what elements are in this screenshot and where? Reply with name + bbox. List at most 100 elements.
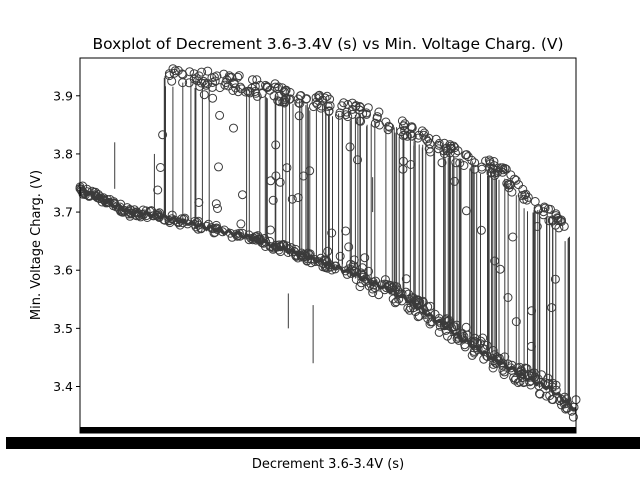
outlier-point [414, 130, 424, 140]
outlier-point [271, 242, 281, 252]
outlier-point [126, 205, 136, 215]
outlier-point [343, 112, 353, 122]
outlier-point [324, 106, 334, 116]
outlier-point [462, 150, 472, 160]
outlier-point [508, 232, 518, 242]
outlier-point [519, 377, 529, 387]
outlier-point [265, 236, 275, 246]
outlier-point [498, 163, 508, 173]
outlier-point [237, 228, 247, 238]
outlier-point [499, 370, 509, 380]
outlier-point [164, 216, 174, 226]
y-tick-label: 3.7 [53, 205, 73, 220]
outlier-point [544, 216, 554, 226]
outlier-point [434, 327, 444, 337]
outlier-point [199, 90, 209, 100]
outlier-point [389, 286, 399, 295]
plot-area [75, 64, 581, 422]
outlier-point [348, 261, 358, 271]
outlier-point [488, 359, 498, 369]
outlier-point [374, 107, 384, 117]
outlier-point [390, 298, 400, 308]
outlier-point [236, 219, 246, 229]
outlier-point [345, 142, 355, 152]
outlier-point [469, 346, 479, 356]
outlier-point [538, 210, 548, 220]
outlier-point [246, 234, 256, 243]
outlier-point [305, 166, 315, 176]
outlier-point [347, 265, 357, 275]
outlier-point [178, 78, 188, 88]
outlier-point [330, 264, 340, 274]
outlier-point [368, 284, 378, 294]
outlier-point [374, 290, 384, 300]
outlier-point [294, 98, 304, 108]
outlier-point [458, 334, 468, 344]
outlier-point [193, 76, 202, 86]
outlier-point [321, 263, 331, 272]
outlier-point [513, 378, 523, 388]
outlier-point [325, 94, 335, 104]
outlier-point [505, 179, 515, 189]
outlier-point [141, 211, 151, 221]
outlier-point [443, 331, 452, 341]
outlier-point [370, 118, 380, 128]
outlier-point [152, 211, 162, 221]
outlier-point [280, 98, 289, 108]
outlier-point [356, 116, 366, 126]
outlier-point [368, 288, 378, 298]
outlier-point [281, 85, 291, 95]
outlier-point [178, 218, 188, 228]
outlier-point [352, 268, 362, 278]
outlier-point [554, 223, 564, 233]
outlier-point [402, 131, 412, 141]
outlier-point [244, 235, 254, 245]
outlier-point [353, 155, 362, 165]
outlier-point [196, 224, 206, 234]
outlier-point [385, 122, 395, 132]
outlier-point [283, 248, 293, 257]
outlier-point [191, 222, 201, 232]
outlier-point [208, 78, 217, 87]
outlier-point [266, 242, 276, 252]
outlier-point [193, 224, 203, 234]
outlier-point [401, 274, 411, 284]
outlier-point [406, 160, 416, 169]
outlier-point [198, 76, 208, 86]
outlier-point [110, 198, 120, 208]
outlier-point [213, 204, 222, 213]
outlier-point [278, 240, 288, 250]
outlier-point [327, 228, 337, 238]
outlier-point [527, 306, 537, 316]
outlier-point [441, 144, 451, 154]
outlier-point [274, 82, 284, 92]
outlier-point [534, 205, 544, 215]
outlier-point [341, 226, 351, 236]
outlier-point [461, 206, 471, 216]
outlier-point [405, 129, 415, 139]
outlier-point [431, 134, 441, 144]
outlier-point [437, 158, 447, 168]
outlier-point [234, 71, 244, 81]
outlier-point [177, 214, 187, 224]
outlier-point [470, 158, 480, 168]
outlier-point [271, 171, 281, 181]
outlier-point [492, 352, 502, 362]
outlier-point [548, 378, 558, 388]
outlier-point [524, 370, 534, 380]
outlier-point [323, 246, 333, 256]
y-axis-label: Min. Voltage Charg. (V) [29, 170, 44, 320]
outlier-point [158, 130, 168, 140]
outlier-point [460, 340, 470, 350]
outlier-point [320, 255, 330, 265]
outlier-point [250, 87, 260, 96]
outlier-point [383, 125, 393, 135]
outlier-point [490, 256, 500, 266]
outlier-point [484, 155, 494, 165]
outlier-point [391, 297, 401, 307]
outlier-point [337, 101, 347, 111]
outlier-point [344, 242, 354, 252]
outlier-point [153, 185, 163, 195]
outlier-point [568, 412, 578, 422]
outlier-point [116, 199, 126, 209]
